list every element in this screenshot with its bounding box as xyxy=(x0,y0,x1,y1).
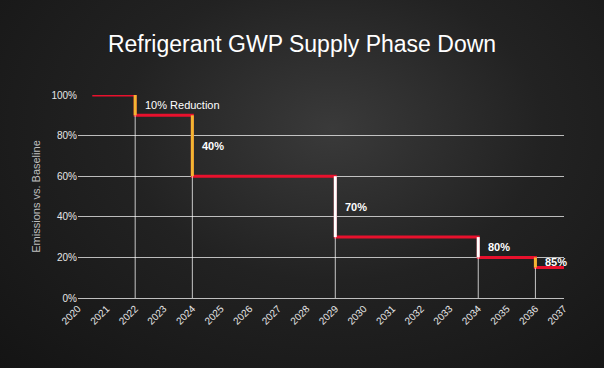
svg-text:80%: 80% xyxy=(57,130,77,141)
svg-text:40%: 40% xyxy=(202,140,224,152)
svg-text:2033: 2033 xyxy=(431,303,455,327)
svg-text:2020: 2020 xyxy=(59,303,83,327)
svg-text:2022: 2022 xyxy=(117,303,141,327)
svg-text:70%: 70% xyxy=(345,201,367,213)
svg-text:2037: 2037 xyxy=(545,303,569,327)
svg-text:80%: 80% xyxy=(488,241,510,253)
svg-text:Refrigerant GWP Supply Phase D: Refrigerant GWP Supply Phase Down xyxy=(108,31,496,57)
svg-text:2029: 2029 xyxy=(317,303,341,327)
svg-text:2024: 2024 xyxy=(174,303,198,327)
svg-text:40%: 40% xyxy=(57,211,77,222)
svg-text:60%: 60% xyxy=(57,171,77,182)
svg-text:2025: 2025 xyxy=(202,303,226,327)
svg-text:Emissions vs. Baseline: Emissions vs. Baseline xyxy=(30,140,42,253)
svg-text:2021: 2021 xyxy=(88,303,112,327)
svg-text:2035: 2035 xyxy=(488,303,512,327)
svg-text:2031: 2031 xyxy=(374,303,398,327)
svg-text:2034: 2034 xyxy=(460,303,484,327)
svg-text:100%: 100% xyxy=(51,90,77,101)
svg-text:10% Reduction: 10% Reduction xyxy=(145,99,220,111)
svg-text:0%: 0% xyxy=(63,293,78,304)
svg-text:2032: 2032 xyxy=(402,303,426,327)
svg-text:85%: 85% xyxy=(545,256,567,268)
svg-text:2026: 2026 xyxy=(231,303,255,327)
svg-text:2030: 2030 xyxy=(345,303,369,327)
svg-text:2036: 2036 xyxy=(517,303,541,327)
svg-text:2028: 2028 xyxy=(288,303,312,327)
svg-text:20%: 20% xyxy=(57,252,77,263)
svg-text:2027: 2027 xyxy=(260,303,284,327)
svg-text:2023: 2023 xyxy=(145,303,169,327)
